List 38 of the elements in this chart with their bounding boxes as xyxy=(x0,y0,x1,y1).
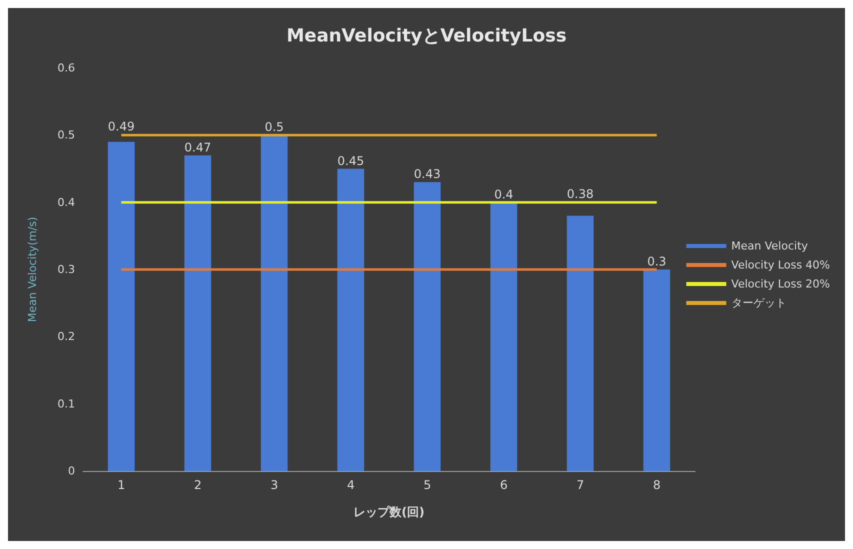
x-tick-label: 2 xyxy=(194,478,202,492)
y-tick-label: 0.6 xyxy=(58,62,75,74)
x-tick-label: 5 xyxy=(423,478,432,492)
x-tick-label: 4 xyxy=(346,478,355,492)
legend-label: Velocity Loss 20% xyxy=(731,278,830,290)
x-tick-label: 6 xyxy=(500,478,508,492)
bar xyxy=(490,202,518,471)
data-label: 0.5 xyxy=(264,120,284,134)
x-tick-label: 3 xyxy=(270,478,278,492)
bar xyxy=(108,142,135,471)
data-label: 0.4 xyxy=(494,187,514,202)
data-label: 0.3 xyxy=(647,254,666,268)
chart-title: MeanVelocityとVelocityLoss xyxy=(286,26,567,46)
data-label: 0.45 xyxy=(337,154,364,168)
data-label: 0.38 xyxy=(566,186,594,201)
y-tick-label: 0.2 xyxy=(58,330,75,344)
y-axis-title: Mean Velocity(m/s) xyxy=(26,216,39,322)
y-tick-label: 0.3 xyxy=(58,263,75,276)
bar xyxy=(184,155,212,471)
bar xyxy=(414,182,441,471)
y-tick-label: 0.5 xyxy=(58,128,75,142)
x-axis-title: レップ数(回) xyxy=(354,505,424,519)
bar xyxy=(566,216,594,471)
bar xyxy=(643,270,670,471)
bar xyxy=(260,135,288,471)
legend-label: ターゲット xyxy=(731,296,786,310)
legend-label: Mean Velocity xyxy=(731,240,808,252)
y-tick-label: 0.4 xyxy=(58,196,75,209)
y-tick-label: 0.1 xyxy=(58,397,75,410)
x-tick-label: 8 xyxy=(652,478,661,492)
data-label: 0.49 xyxy=(108,120,135,134)
legend-label: Velocity Loss 40% xyxy=(731,258,830,272)
bar xyxy=(337,168,364,471)
y-tick-label: 0 xyxy=(68,464,75,478)
x-tick-label: 1 xyxy=(117,478,126,492)
data-label: 0.43 xyxy=(414,167,441,182)
x-tick-label: 7 xyxy=(576,478,584,492)
data-label: 0.47 xyxy=(184,140,212,154)
